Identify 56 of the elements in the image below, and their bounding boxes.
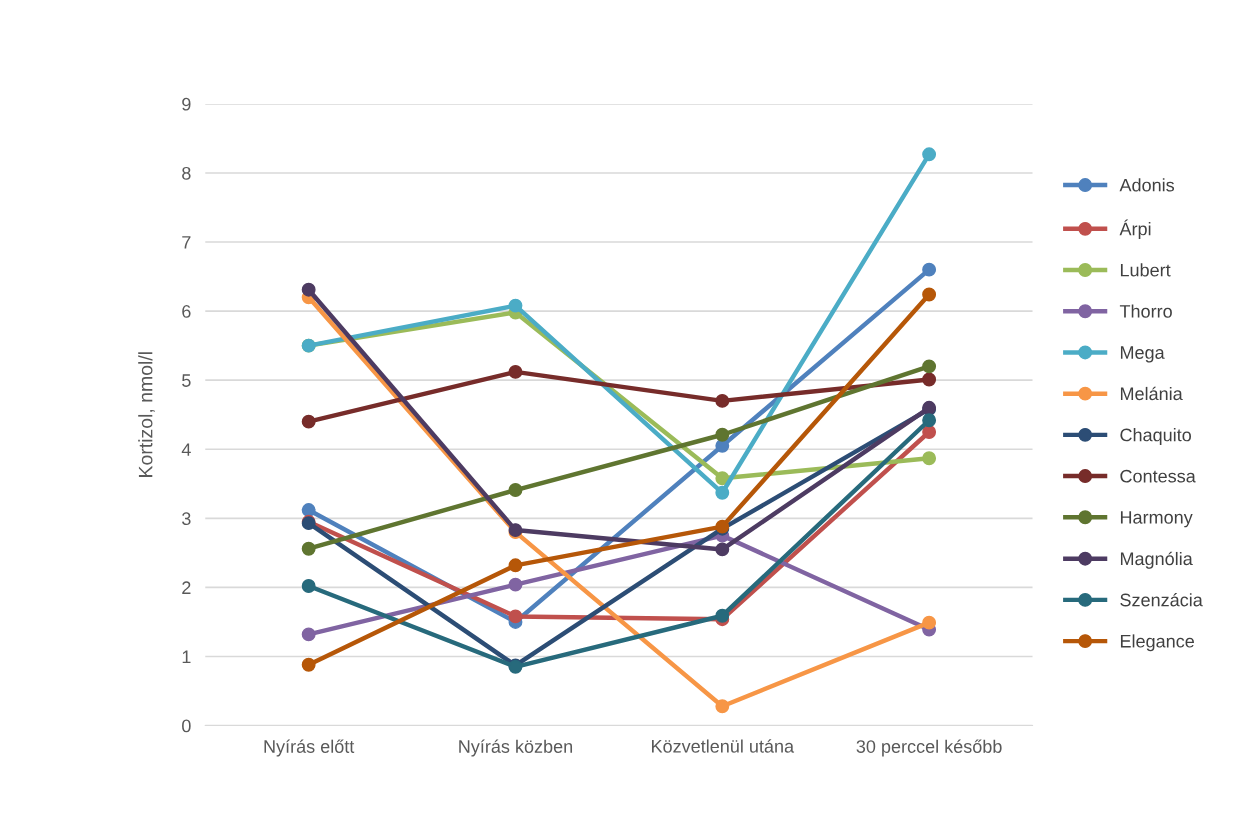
legend-label: Elegance <box>1120 634 1194 652</box>
legend-label: Szenzácia <box>1120 592 1203 607</box>
legend-label: Mega <box>1120 346 1165 363</box>
point <box>922 451 937 466</box>
x-tick-label: 30 perccel később <box>856 739 1002 757</box>
point <box>508 298 523 313</box>
legend-label: Harmony <box>1120 511 1193 528</box>
y-tick-label: 9 <box>182 97 191 111</box>
y-tick-label: 7 <box>182 236 191 249</box>
legend-label: Chaquito <box>1120 428 1191 445</box>
point <box>715 608 730 623</box>
legend-label: Lubert <box>1120 263 1171 277</box>
y-tick-label: 2 <box>182 581 191 594</box>
point <box>922 147 937 162</box>
point <box>301 282 316 297</box>
y-tick-label: 4 <box>181 443 191 456</box>
point <box>715 427 730 442</box>
point <box>301 627 316 642</box>
point <box>922 425 937 439</box>
point <box>922 413 937 428</box>
point <box>508 558 523 573</box>
y-tick-label: 8 <box>182 166 191 180</box>
point <box>715 471 730 486</box>
point <box>922 359 937 374</box>
y-tick-label: 6 <box>182 305 191 318</box>
point <box>508 609 523 624</box>
point <box>922 615 937 630</box>
point <box>508 577 523 592</box>
point <box>301 657 316 672</box>
legend-label: Melánia <box>1120 386 1183 401</box>
point <box>715 699 730 714</box>
y-tick-label: 0 <box>182 719 191 733</box>
point <box>301 579 316 593</box>
point <box>715 393 730 408</box>
y-tick-label: 5 <box>182 374 191 387</box>
point <box>715 542 730 557</box>
point <box>301 414 316 429</box>
x-tick-label: Közvetlenül utána <box>652 739 795 753</box>
point <box>715 485 730 500</box>
x-tick-label: Nyírás előtt <box>264 739 355 757</box>
point <box>301 541 316 556</box>
y-tick-label: 3 <box>182 512 191 526</box>
legend-label: Adonis <box>1119 178 1175 192</box>
point <box>508 483 523 497</box>
point <box>301 503 316 517</box>
point <box>508 364 523 379</box>
y-axis-title: Kortizol, nmol/l <box>138 352 155 477</box>
legend-label: Árpi <box>1119 219 1151 239</box>
y-tick-label: 1 <box>182 650 191 664</box>
point <box>922 262 937 277</box>
legend-label: Magnólia <box>1120 551 1193 569</box>
point <box>922 287 937 302</box>
legend-label: Contessa <box>1120 469 1196 483</box>
point <box>922 372 937 387</box>
legend-label: Thorro <box>1119 304 1172 318</box>
x-tick-label: Nyírás közben <box>459 739 573 757</box>
